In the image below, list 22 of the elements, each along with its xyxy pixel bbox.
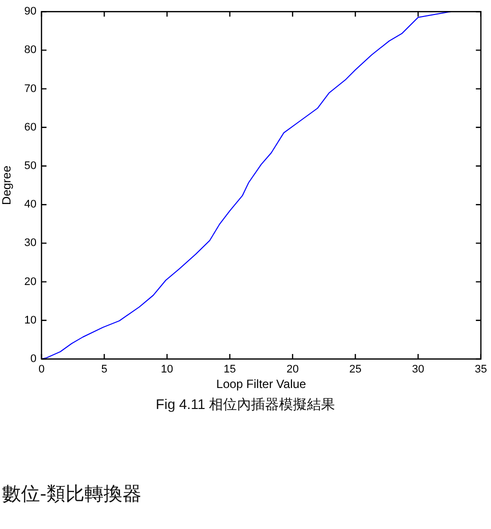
y-tick-label: 10 bbox=[24, 314, 36, 326]
text: 數位-類比轉換器 bbox=[2, 482, 142, 506]
x-axis-title: Loop Filter Value bbox=[216, 377, 306, 392]
x-tick-label: 5 bbox=[101, 364, 108, 376]
y-tick-label: 70 bbox=[24, 82, 36, 95]
x-tick-label: 35 bbox=[474, 364, 488, 376]
x-tick-label: 15 bbox=[224, 364, 236, 376]
y-tick-label: 50 bbox=[24, 160, 36, 172]
y-tick-label: 80 bbox=[24, 44, 36, 56]
caption: Fig 4.11 相位內插器模擬結果 bbox=[154, 395, 336, 413]
y-tick-label: 30 bbox=[24, 237, 36, 250]
y-axis-title: Degree bbox=[0, 165, 14, 205]
x-tick-label: 30 bbox=[412, 364, 424, 376]
y-tick-label: 60 bbox=[24, 121, 36, 134]
x-tick-label: 10 bbox=[160, 364, 174, 376]
y-tick-label: 40 bbox=[24, 198, 36, 211]
y-tick-label: 20 bbox=[24, 276, 36, 288]
y-tick-label: 90 bbox=[24, 6, 36, 18]
x-tick-label: 25 bbox=[349, 364, 362, 376]
x-tick-label: 0 bbox=[38, 364, 45, 376]
y-tick-label: 0 bbox=[30, 353, 36, 366]
x-tick-label: 20 bbox=[286, 364, 299, 376]
